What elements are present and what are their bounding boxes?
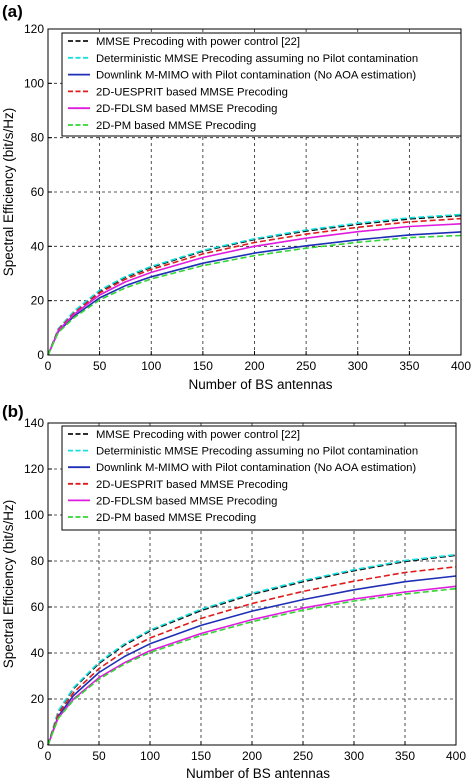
y-tick-label: 80 [31,554,45,568]
series-line-deterministic [47,553,457,746]
y-tick-label: 140 [24,416,44,430]
y-axis-label: Spectral Efficiency (bit/s/Hz) [1,108,16,277]
y-tick-label: 60 [31,185,45,199]
x-tick-label: 350 [399,359,419,373]
y-tick-label: 0 [37,348,44,362]
series-line-pm [47,587,457,746]
legend-label: 2D-FDLSM based MMSE Precoding [96,103,277,115]
legend-label: 2D-UESPRIT based MMSE Precoding [96,86,288,98]
series-line-pm [47,234,462,356]
plot-frame [47,28,462,356]
series-line-uesprit [47,566,457,746]
series-line-downlink [47,575,457,746]
x-tick-label: 350 [395,749,415,763]
y-tick-label: 40 [31,239,45,253]
chart-panel-0: (a) 0 50 100 150 200 250 300 350 400 0 20 40 60 80 100 1… [1,2,471,392]
x-tick-label: 150 [191,749,211,763]
x-tick-label: 200 [244,359,264,373]
x-tick-label: 250 [293,749,313,763]
x-axis-label: Number of BS antennas [186,766,330,781]
x-tick-label: 100 [141,359,161,373]
y-tick-label: 20 [31,692,45,706]
panel-label: (b) [2,402,24,421]
legend-box [61,425,457,531]
x-tick-label: 200 [242,749,262,763]
legend-label: 2D-FDLSM based MMSE Precoding [96,495,277,507]
x-axis-label: Number of BS antennas [188,377,332,392]
x-tick-label: 0 [45,749,52,763]
legend-label: MMSE Precoding with power control [22] [96,429,300,441]
legend-label: MMSE Precoding with power control [22] [96,36,300,48]
series-line-deterministic [47,213,462,356]
plot-frame [47,422,457,746]
legend-label: Downlink M-MIMO with Pilot contamination… [96,70,416,82]
x-tick-label: 150 [193,359,213,373]
y-tick-label: 120 [24,22,44,36]
legend-label: Deterministic MMSE Precoding assuming no… [96,446,418,458]
legend-label: Deterministic MMSE Precoding assuming no… [96,53,418,65]
y-tick-label: 40 [31,646,45,660]
x-tick-label: 100 [140,749,160,763]
legend-label: 2D-PM based MMSE Precoding [96,512,256,524]
x-tick-label: 300 [348,359,368,373]
y-tick-label: 80 [31,131,45,145]
y-tick-label: 100 [24,508,44,522]
y-axis-label: Spectral Efficiency (bit/s/Hz) [1,500,16,669]
x-tick-label: 0 [45,359,52,373]
panel-label: (a) [2,2,23,21]
series-line-fdlsm [47,223,462,356]
x-tick-label: 50 [93,359,107,373]
legend-label: Downlink M-MIMO with Pilot contamination… [96,462,416,474]
y-tick-label: 60 [31,600,45,614]
y-tick-label: 20 [31,294,45,308]
series-line-uesprit [47,217,462,356]
series-line-downlink [47,231,462,356]
x-tick-label: 50 [92,749,106,763]
x-tick-label: 400 [446,749,466,763]
y-tick-label: 100 [24,76,44,90]
y-tick-label: 120 [24,462,44,476]
y-tick-label: 0 [37,738,44,752]
legend-label: 2D-PM based MMSE Precoding [96,120,256,132]
legend-label: 2D-UESPRIT based MMSE Precoding [96,479,288,491]
x-tick-label: 250 [296,359,316,373]
x-tick-label: 300 [344,749,364,763]
chart-panel-1: (b) 0 50 100 150 200 250 300 350 400 0 20 40 60 80 100 1… [1,402,466,781]
x-tick-label: 400 [451,359,471,373]
